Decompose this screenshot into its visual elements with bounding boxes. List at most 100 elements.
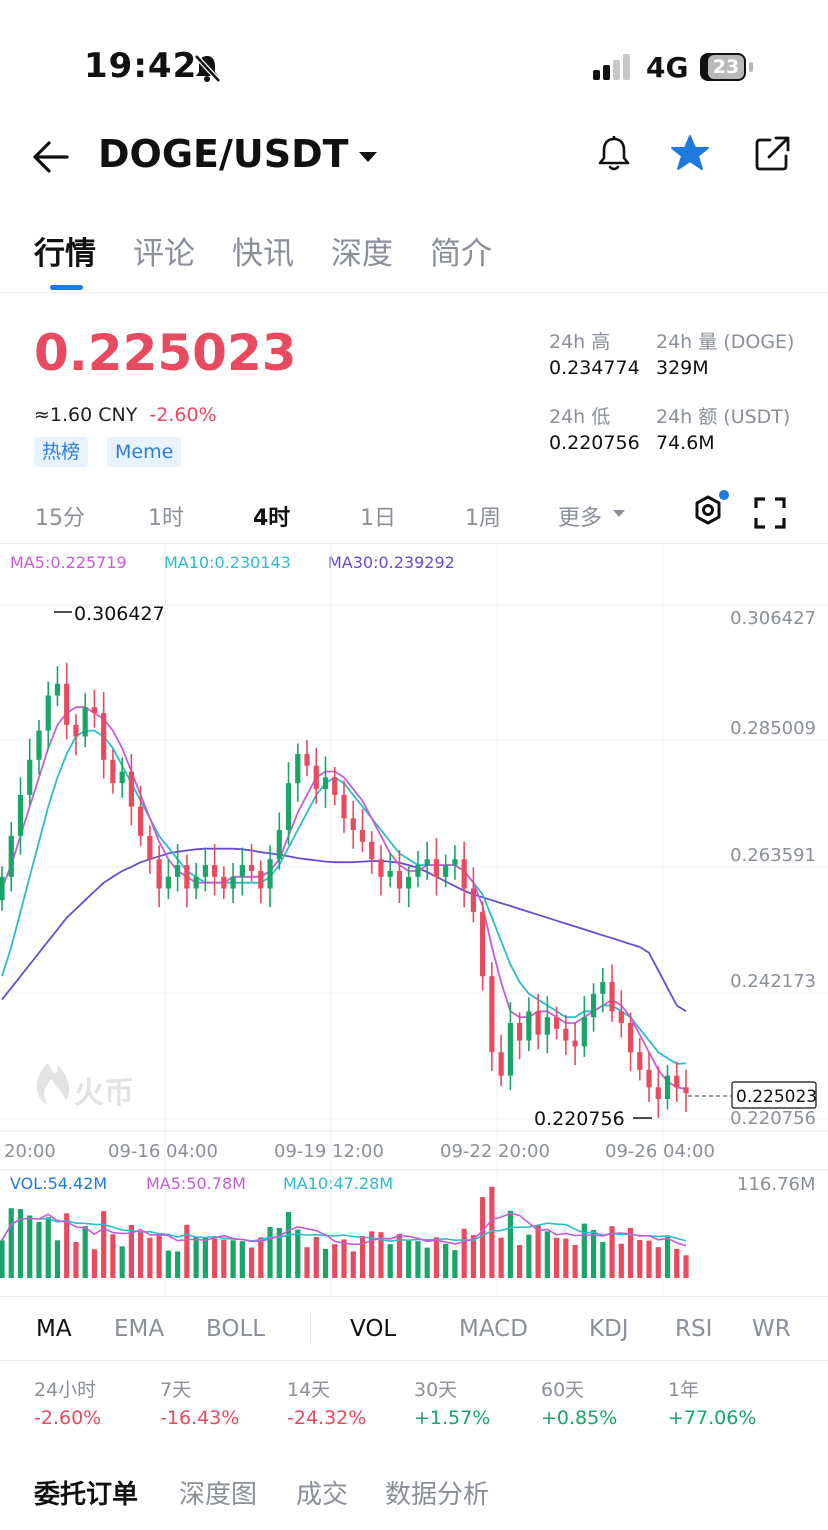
- indicator-rsi[interactable]: RSI: [675, 1316, 713, 1342]
- volume-bar: [590, 1230, 597, 1278]
- volume-bar: [295, 1229, 301, 1278]
- volume-bar: [526, 1234, 532, 1278]
- volume-bar: [110, 1234, 116, 1278]
- vol-ma5-legend: MA5:50.78M: [146, 1174, 246, 1193]
- volume-bar: [285, 1212, 292, 1278]
- candle-body: [45, 695, 51, 731]
- y-tick-label: 0.306427: [730, 608, 816, 629]
- volume-bar: [101, 1211, 107, 1278]
- candle-body: [193, 876, 199, 889]
- volume-bar: [618, 1243, 624, 1278]
- perf-label-7d: 7天: [160, 1379, 192, 1401]
- back-arrow-icon[interactable]: [32, 140, 70, 174]
- price-change: -2.60%: [149, 404, 217, 426]
- high-marker: 0.306427: [54, 603, 165, 625]
- interval-4h[interactable]: 4时: [253, 506, 291, 531]
- share-icon[interactable]: [754, 134, 792, 172]
- candle-body: [17, 794, 24, 836]
- perf-label-30d: 30天: [414, 1379, 458, 1401]
- mute-bell-icon: [194, 54, 221, 83]
- low-marker: 0.220756: [534, 1108, 652, 1130]
- indicator-macd[interactable]: MACD: [459, 1316, 528, 1342]
- candle-body: [322, 777, 329, 790]
- volume-bar: [341, 1239, 347, 1278]
- tab-trades[interactable]: 成交: [296, 1480, 349, 1510]
- candle-body: [341, 794, 347, 819]
- candle-body: [230, 876, 236, 889]
- indicator-boll[interactable]: BOLL: [206, 1316, 266, 1342]
- fullscreen-icon[interactable]: [754, 497, 786, 529]
- more-caret-icon[interactable]: [612, 509, 626, 519]
- interval-more[interactable]: 更多: [558, 506, 603, 531]
- candle-body: [424, 859, 430, 866]
- volume-bar: [128, 1224, 135, 1278]
- bell-icon[interactable]: [596, 134, 632, 174]
- kline-chart[interactable]: 火币 0.306427 0.285009 0.263591 0.242173 0.220…: [0, 545, 828, 1295]
- candle-body: [526, 1011, 532, 1041]
- candle-body: [378, 859, 384, 877]
- candle-body: [221, 876, 227, 889]
- network-label: 4G: [646, 51, 689, 84]
- battery-tip: [749, 62, 753, 72]
- candle-body: [184, 865, 190, 889]
- perf-value-14d: -24.32%: [287, 1407, 367, 1429]
- vol-ma5-line: [1, 1212, 687, 1247]
- candle-body: [480, 911, 486, 977]
- volume-bar: [572, 1245, 578, 1278]
- battery-icon: 23: [700, 53, 746, 81]
- tag-hot[interactable]: 热榜: [34, 437, 89, 467]
- y-tick-label: 0.285009: [730, 718, 816, 739]
- tab-comments[interactable]: 评论: [133, 236, 195, 272]
- candle-body: [535, 1011, 541, 1035]
- indicator-ma[interactable]: MA: [36, 1316, 72, 1342]
- tab-depth[interactable]: 深度: [331, 236, 393, 272]
- candle-body: [165, 876, 171, 889]
- chart-settings-icon[interactable]: [690, 488, 732, 530]
- tab-orders[interactable]: 委托订单: [34, 1480, 139, 1510]
- perf-value-30d: +1.57%: [414, 1407, 491, 1429]
- tab-data-analysis[interactable]: 数据分析: [385, 1480, 490, 1510]
- candle-body: [248, 865, 255, 871]
- tag-meme[interactable]: Meme: [107, 437, 182, 467]
- volume-bar: [396, 1233, 403, 1278]
- volume-bar: [119, 1246, 125, 1278]
- candle-body: [175, 865, 181, 877]
- indicator-wr[interactable]: WR: [752, 1316, 791, 1342]
- favorite-star-icon[interactable]: [670, 134, 710, 172]
- tab-news[interactable]: 快讯: [232, 236, 294, 272]
- interval-1h[interactable]: 1时: [148, 506, 184, 531]
- perf-value-1y: +77.06%: [668, 1407, 757, 1429]
- volume-bar: [387, 1244, 393, 1278]
- volume-bar: [415, 1241, 421, 1278]
- interval-1w[interactable]: 1周: [465, 506, 501, 531]
- candle-body: [664, 1075, 671, 1100]
- indicator-ema[interactable]: EMA: [114, 1316, 165, 1342]
- interval-1d[interactable]: 1日: [360, 506, 396, 531]
- tab-depth-chart[interactable]: 深度图: [179, 1480, 258, 1510]
- volume-bar: [535, 1224, 541, 1278]
- indicator-kdj[interactable]: KDJ: [589, 1316, 629, 1342]
- x-tick-label: 09-22 20:00: [440, 1141, 550, 1162]
- volume-bar: [248, 1247, 255, 1278]
- status-time: 19:42: [84, 46, 198, 86]
- high-marker-label: 0.306427: [74, 603, 165, 625]
- tab-market[interactable]: 行情: [34, 236, 96, 272]
- tab-intro[interactable]: 简介: [430, 236, 492, 272]
- candle-body: [369, 841, 375, 860]
- x-tick-label: 09-16 04:00: [108, 1141, 218, 1162]
- candle-body: [600, 982, 606, 994]
- volume-bar: [276, 1227, 282, 1278]
- volume-bar: [461, 1228, 467, 1278]
- indicator-vol[interactable]: VOL: [350, 1316, 397, 1342]
- volume-bar: [211, 1238, 218, 1278]
- perf-value-7d: -16.43%: [160, 1407, 240, 1429]
- pair-title[interactable]: DOGE/USDT: [98, 132, 349, 176]
- volume-bar: [350, 1251, 356, 1278]
- candle-body: [0, 876, 5, 901]
- perf-value-24h: -2.60%: [34, 1407, 102, 1429]
- interval-15m[interactable]: 15分: [35, 506, 85, 531]
- candle-body: [239, 865, 245, 877]
- vol-ma10-legend: MA10:47.28M: [283, 1174, 394, 1193]
- candle-body: [156, 859, 162, 889]
- caret-down-icon[interactable]: [358, 150, 378, 164]
